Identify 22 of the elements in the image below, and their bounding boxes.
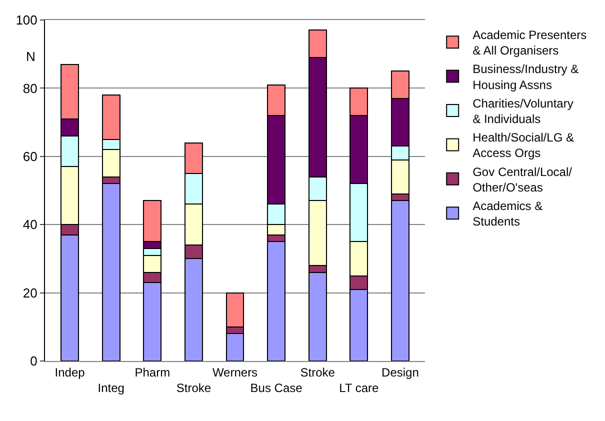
x-tick-label: Pharm: [134, 365, 170, 380]
legend-label: Gov Central/Local/ Other/O'seas: [472, 164, 573, 194]
y-tick-label: 80: [22, 80, 38, 96]
y-tick-label: 100: [16, 12, 38, 28]
x-tick-label: Integ: [98, 381, 124, 395]
legend-label: Charities/Voluntary & Individuals: [472, 96, 574, 126]
y-tick-label: 20: [22, 285, 38, 300]
x-tick-label: Bus Case: [250, 381, 303, 395]
legend-label: Academic Presenters & All Organisers: [472, 28, 587, 58]
legend-label: Business/Industry & Housing Assns: [472, 62, 579, 92]
y-tick-label: 0: [30, 354, 38, 369]
x-tick-label: Werners: [212, 365, 258, 380]
y-axis-title: N: [26, 49, 36, 64]
x-tick-label: Stroke: [176, 381, 212, 395]
y-tick-label: 60: [22, 148, 38, 164]
x-tick-label: Stroke: [300, 365, 336, 380]
x-tick-label: Design: [382, 365, 419, 380]
x-tick-label: Indep: [54, 365, 86, 380]
y-tick-label: 40: [22, 217, 38, 232]
x-tick-label: LT care: [339, 381, 380, 395]
legend-label: Academics & Students: [472, 198, 543, 229]
legend-label: Health/Social/LG & Access Orgs: [472, 130, 574, 160]
